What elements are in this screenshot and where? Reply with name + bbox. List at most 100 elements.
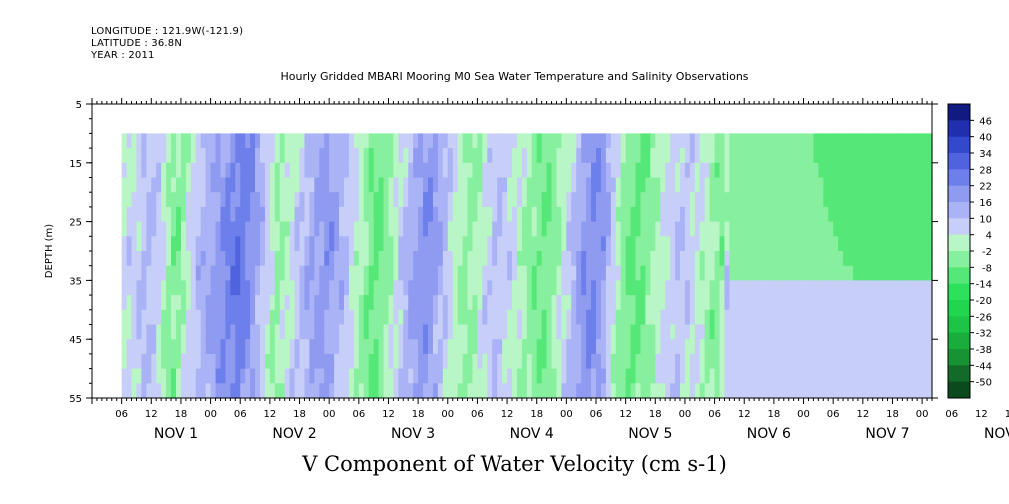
heatmap-cell — [714, 162, 721, 179]
heatmap-cell — [344, 383, 350, 399]
heatmap-cell — [665, 133, 671, 149]
heatmap-cell — [922, 309, 928, 326]
heatmap-cell — [126, 251, 133, 267]
x-tick-label: 06 — [945, 409, 958, 420]
heatmap-cell — [363, 177, 370, 193]
heatmap-cell — [887, 339, 894, 355]
heatmap-cell — [773, 265, 780, 281]
heatmap-cell — [927, 236, 933, 252]
heatmap-cell — [457, 177, 464, 193]
heatmap-cell — [719, 309, 726, 326]
y-axis-label: DEPTH (m) — [44, 224, 55, 278]
heatmap-cell — [220, 236, 227, 252]
heatmap-cell — [299, 339, 306, 355]
heatmap-cell — [625, 265, 632, 281]
heatmap-cell — [768, 353, 775, 370]
heatmap-cell — [141, 339, 147, 355]
heatmap-cell — [220, 251, 227, 267]
heatmap-cell — [294, 236, 301, 252]
heatmap-cell — [852, 221, 859, 237]
heatmap-cell — [912, 353, 918, 370]
heatmap-cell — [403, 280, 409, 296]
heatmap-cell — [798, 309, 805, 326]
heatmap-cell — [576, 324, 582, 340]
heatmap-cell — [383, 339, 390, 355]
heatmap-cell — [418, 148, 424, 164]
heatmap-cell — [432, 133, 439, 149]
heatmap-cell — [348, 148, 355, 164]
heatmap-cell — [235, 133, 241, 149]
heatmap-cell — [166, 309, 172, 326]
heatmap-cell — [245, 309, 251, 326]
heatmap-cell — [927, 192, 933, 208]
heatmap-cell — [724, 236, 731, 252]
heatmap-cell — [225, 265, 231, 281]
heatmap-cell — [823, 353, 829, 370]
heatmap-cell — [151, 339, 157, 355]
heatmap-cell — [388, 177, 395, 193]
heatmap-cell — [190, 295, 197, 311]
heatmap-cell — [605, 324, 612, 340]
heatmap-cell — [467, 339, 474, 355]
heatmap-cell — [492, 280, 498, 296]
x-tick-label: 00 — [679, 409, 692, 420]
heatmap-cell — [363, 236, 370, 252]
heatmap-cell — [171, 251, 177, 267]
heatmap-cell — [210, 324, 217, 340]
heatmap-cell — [912, 280, 918, 296]
heatmap-cell — [348, 295, 355, 311]
heatmap-cell — [319, 206, 325, 223]
heatmap-cell — [255, 221, 261, 237]
heatmap-cell — [264, 148, 271, 164]
heatmap-cell — [437, 206, 444, 223]
heatmap-cell — [502, 192, 508, 208]
heatmap-cell — [230, 309, 236, 326]
heatmap-cell — [319, 324, 325, 340]
heatmap-cell — [171, 192, 177, 208]
heatmap-cell — [151, 148, 157, 164]
heatmap-cell — [200, 309, 207, 326]
heatmap-cell — [729, 221, 735, 237]
heatmap-cell — [492, 148, 498, 164]
heatmap-cell — [680, 353, 686, 370]
heatmap-cell — [304, 368, 311, 384]
heatmap-cell — [719, 251, 726, 267]
heatmap-cell — [862, 368, 869, 384]
heatmap-cell — [907, 148, 913, 164]
heatmap-cell — [136, 353, 143, 370]
heatmap-cell — [922, 295, 928, 311]
heatmap-cell — [353, 236, 360, 252]
heatmap-cell — [156, 251, 162, 267]
heatmap-cell — [309, 353, 315, 370]
heatmap-cell — [536, 339, 543, 355]
heatmap-cell — [630, 206, 637, 223]
heatmap-cell — [783, 383, 790, 399]
heatmap-cell — [398, 309, 404, 326]
heatmap-cell — [166, 280, 172, 296]
heatmap-cell — [675, 383, 681, 399]
heatmap-cell — [264, 265, 271, 281]
heatmap-cell — [912, 368, 918, 384]
heatmap-cell — [872, 324, 879, 340]
heatmap-cell — [833, 368, 839, 384]
heatmap-cell — [892, 368, 899, 384]
heatmap-cell — [393, 339, 399, 355]
heatmap-cell — [739, 295, 745, 311]
heatmap-cell — [319, 280, 325, 296]
heatmap-cell — [630, 280, 637, 296]
heatmap-cell — [442, 353, 449, 370]
heatmap-cell — [497, 236, 503, 252]
heatmap-cell — [531, 339, 538, 355]
heatmap-cell — [235, 383, 241, 399]
heatmap-cell — [744, 339, 750, 355]
heatmap-cell — [857, 309, 864, 326]
heatmap-cell — [284, 162, 291, 179]
heatmap-cell — [680, 162, 686, 179]
heatmap-cell — [121, 133, 128, 149]
heatmap-cell — [516, 324, 523, 340]
heatmap-cell — [887, 148, 894, 164]
heatmap-cell — [823, 339, 829, 355]
heatmap-cell — [269, 265, 276, 281]
heatmap-cell — [388, 309, 395, 326]
heatmap-cell — [734, 251, 740, 267]
